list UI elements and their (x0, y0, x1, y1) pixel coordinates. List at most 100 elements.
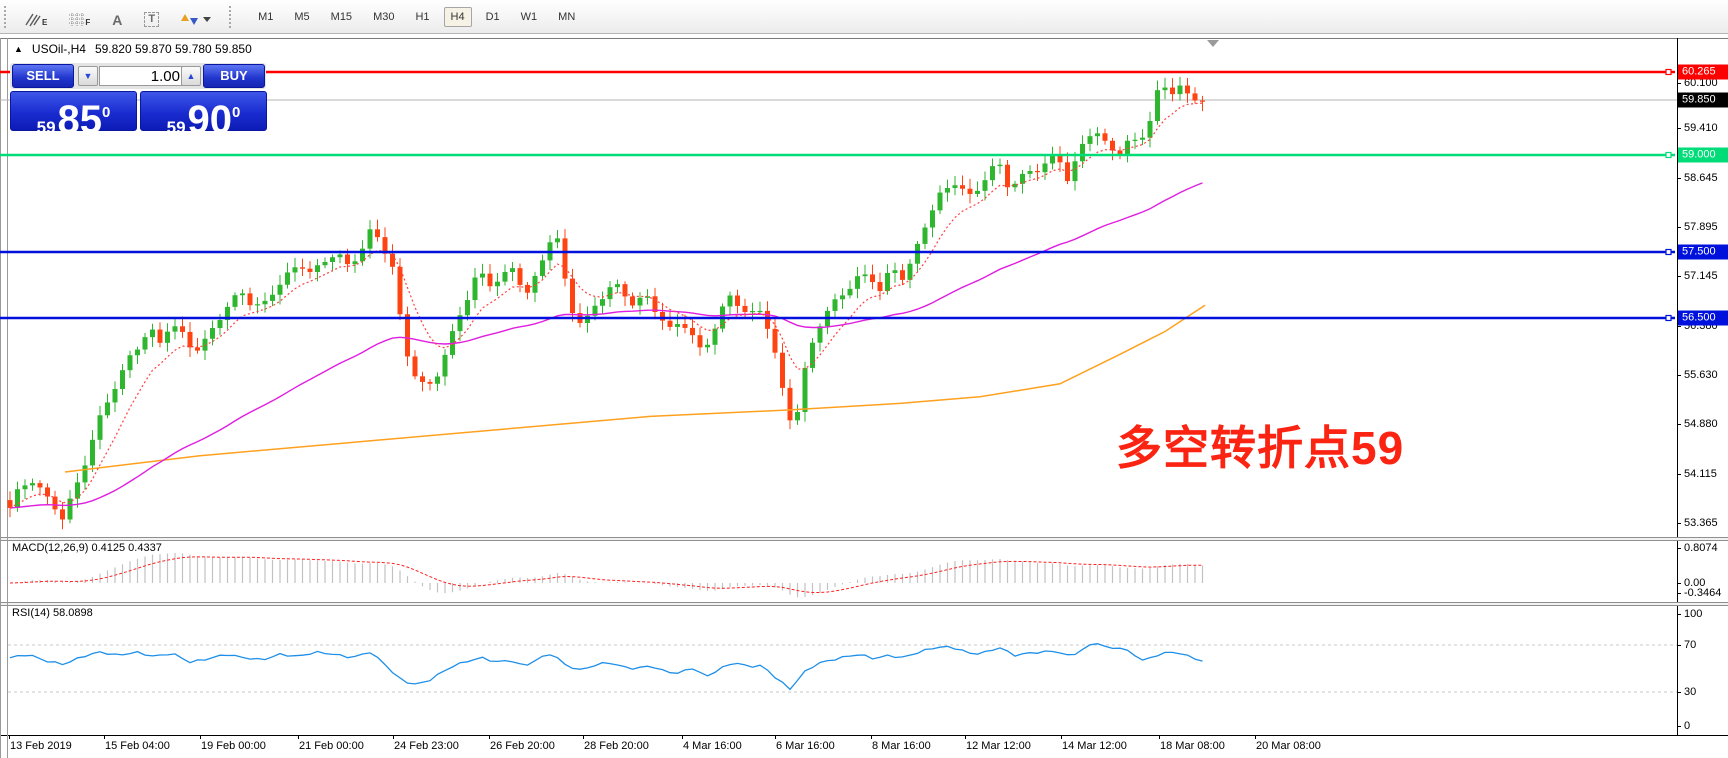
macd-splitter[interactable] (0, 537, 1728, 541)
rsi-axis-label: 100 (1684, 608, 1705, 620)
date-axis-tick (9, 735, 10, 739)
rsi-label: RSI(14) 58.0898 (12, 607, 93, 619)
date-axis-label: 20 Mar 08:00 (1256, 740, 1321, 752)
one-click-collapse-icon[interactable]: ▲ (14, 44, 23, 54)
down-arrow-glyph (190, 17, 199, 25)
volume-input[interactable] (99, 66, 185, 86)
date-axis-label: 8 Mar 16:00 (872, 740, 931, 752)
macd-axis-label: 0.00 (1684, 577, 1708, 589)
price-chart[interactable] (0, 38, 1677, 735)
chart-shift-marker-icon (1207, 40, 1219, 47)
tab-timeframe-M30[interactable]: M30 (366, 7, 401, 27)
toolbar-grip[interactable] (4, 5, 10, 28)
arrange-arrows-icon[interactable] (179, 6, 213, 28)
price-axis-label: 58.645 (1684, 172, 1720, 184)
tab-timeframe-M1[interactable]: M1 (251, 7, 280, 27)
price-axis-tick (1677, 178, 1681, 179)
price-axis-tick (1677, 128, 1681, 129)
macd-axis-tick (1677, 583, 1681, 584)
price-badge: 59.850 (1678, 92, 1728, 108)
date-axis-label: 21 Feb 00:00 (299, 740, 364, 752)
buy-price-major: 59 (166, 118, 186, 137)
rsi-axis-tick (1677, 726, 1681, 727)
tab-timeframe-W1[interactable]: W1 (514, 7, 545, 27)
price-axis-tick (1677, 474, 1681, 475)
macd-axis-label: 0.8074 (1684, 542, 1720, 554)
price-axis-label: 57.895 (1684, 221, 1720, 233)
text-box-icon[interactable]: T (142, 6, 161, 28)
tab-timeframe-M5[interactable]: M5 (287, 7, 316, 27)
price-badge: 60.265 (1678, 64, 1728, 80)
tab-timeframe-H1[interactable]: H1 (408, 7, 436, 27)
date-axis-tick (200, 735, 201, 739)
rsi-axis-label: 30 (1684, 686, 1699, 698)
price-axis-tick (1677, 276, 1681, 277)
price-badge: 59.000 (1678, 147, 1728, 163)
price-axis-tick (1677, 227, 1681, 228)
price-axis-label: 54.115 (1684, 468, 1719, 480)
price-axis-tick (1677, 326, 1681, 327)
macd-axis-tick (1677, 548, 1681, 549)
date-axis-tick (393, 735, 394, 739)
text-label-icon[interactable]: A (110, 6, 124, 28)
sell-price-button[interactable]: 59 85 0 (10, 91, 137, 140)
macd-axis-label: -0.3464 (1684, 587, 1724, 599)
date-axis-label: 26 Feb 20:00 (490, 740, 555, 752)
one-click-trading-panel: SELL ▼ ▲ BUY 59 85 0 59 90 0 (10, 63, 268, 140)
date-axis-tick (104, 735, 105, 739)
tab-timeframe-H4[interactable]: H4 (443, 6, 472, 27)
toolbar-icons: E F A T (22, 6, 213, 28)
date-axis-label: 24 Feb 23:00 (394, 740, 459, 752)
date-axis-label: 19 Feb 00:00 (201, 740, 266, 752)
price-axis-tick (1677, 424, 1681, 425)
buy-price-big: 90 (187, 98, 233, 142)
left-margin-line-2 (7, 38, 8, 758)
price-axis-tick (1677, 523, 1681, 524)
grid-icon[interactable]: F (67, 6, 92, 28)
volume-decrease-button[interactable]: ▼ (78, 66, 98, 86)
date-axis-label: 28 Feb 20:00 (584, 740, 649, 752)
up-arrow-glyph (181, 13, 190, 21)
hatched-candles-glyph (25, 13, 41, 26)
price-axis-label: 60.100 (1684, 77, 1720, 89)
chart-header: ▲ USOil-,H4 59.820 59.870 59.780 59.850 (14, 42, 252, 56)
rsi-axis-tick (1677, 692, 1681, 693)
macd-axis-tick (1677, 593, 1681, 594)
date-axis-tick (489, 735, 490, 739)
date-axis-label: 15 Feb 04:00 (105, 740, 170, 752)
price-axis-label: 53.365 (1684, 517, 1720, 529)
buy-button[interactable]: BUY (203, 64, 265, 88)
date-axis-tick (965, 735, 966, 739)
volume-increase-button[interactable]: ▲ (181, 66, 201, 86)
symbol-period-label: USOil-,H4 (31, 42, 86, 56)
date-axis-tick (871, 735, 872, 739)
rsi-axis-label: 0 (1684, 720, 1693, 732)
price-axis-label: 55.630 (1684, 369, 1720, 381)
objects-icon[interactable]: E (22, 6, 49, 28)
price-badge: 57.500 (1678, 244, 1728, 260)
price-axis-label: 59.410 (1684, 122, 1720, 134)
sell-price-major: 59 (36, 118, 56, 137)
rsi-axis-tick (1677, 614, 1681, 615)
price-axis-tick (1677, 375, 1681, 376)
tab-timeframe-D1[interactable]: D1 (479, 7, 507, 27)
rsi-splitter[interactable] (0, 602, 1728, 606)
tab-timeframe-M15[interactable]: M15 (324, 7, 359, 27)
date-axis-label: 12 Mar 12:00 (966, 740, 1031, 752)
rsi-axis-label: 70 (1684, 639, 1699, 651)
timeframe-switcher: M1 M5 M15 M30 H1 H4 D1 W1 MN (251, 6, 582, 27)
macd-label: MACD(12,26,9) 0.4125 0.4337 (12, 542, 162, 554)
buy-price-button[interactable]: 59 90 0 (140, 91, 267, 140)
dropdown-caret-icon (203, 16, 212, 22)
date-axis-label: 13 Feb 2019 (10, 740, 72, 752)
sell-price-pip: 0 (102, 104, 111, 121)
tab-timeframe-MN[interactable]: MN (551, 7, 582, 27)
sell-button[interactable]: SELL (12, 64, 74, 88)
date-axis-tick (298, 735, 299, 739)
date-axis-label: 4 Mar 16:00 (683, 740, 742, 752)
date-axis-tick (1255, 735, 1256, 739)
date-axis-tick (583, 735, 584, 739)
toolbar-grip-2[interactable] (229, 5, 235, 28)
date-axis-tick (1159, 735, 1160, 739)
